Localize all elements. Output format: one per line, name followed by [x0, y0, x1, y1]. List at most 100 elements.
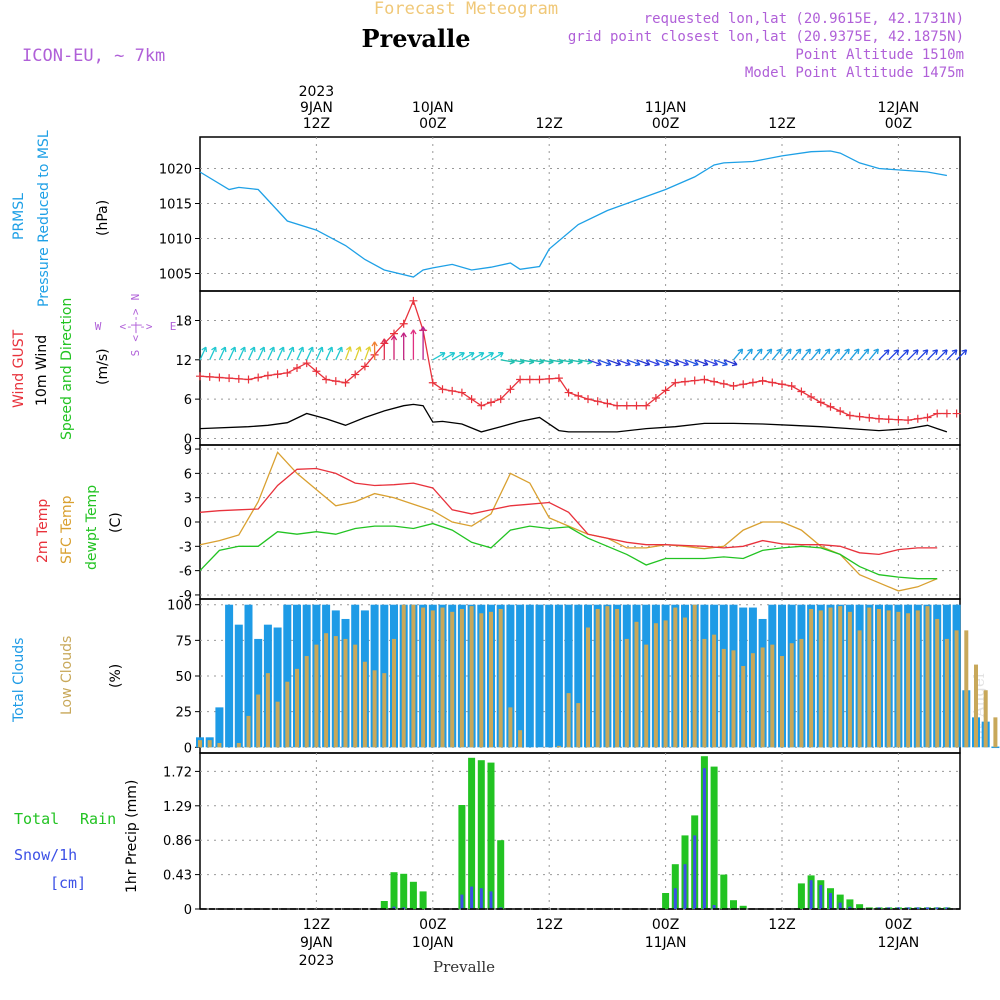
wind-arrowhead: [747, 348, 753, 355]
low-cloud-bar: [741, 666, 746, 748]
snow-bar: [392, 906, 396, 909]
sfc-temp-series: [199, 451, 938, 592]
gust-marker: [826, 402, 835, 411]
wind-arrowhead: [795, 348, 802, 355]
bottom-time-label: 00Z: [652, 917, 679, 933]
low-cloud-bar: [392, 638, 396, 748]
low-cloud-bar: [925, 606, 930, 748]
wind-arrow: [636, 359, 650, 366]
gust-marker: [554, 374, 563, 383]
snow-bar: [926, 907, 929, 909]
wind-arrow: [645, 359, 660, 366]
gust-marker: [865, 413, 874, 422]
y-tick-label: 12: [175, 354, 192, 369]
wind-arrow: [587, 359, 602, 366]
gust-marker: [855, 412, 864, 421]
gust-marker: [409, 296, 418, 305]
wind-arrow: [549, 359, 564, 363]
low-cloud-bar: [974, 664, 978, 748]
wind-arrow: [277, 346, 285, 361]
rain-bar: [400, 873, 408, 909]
snow-bar: [848, 906, 852, 909]
total-cloud-bar: [535, 604, 544, 748]
wind-arrow: [315, 346, 323, 361]
snow-bar: [712, 905, 716, 909]
wind-arrowhead: [722, 360, 728, 367]
top-time-label: 2023: [299, 84, 335, 100]
low-cloud-bar: [867, 607, 872, 748]
wind-arrow: [859, 348, 870, 361]
compass-e: E: [170, 320, 177, 333]
wind-arrow: [500, 359, 515, 363]
wind-arrow: [704, 359, 718, 366]
wind-arrow: [432, 352, 446, 361]
rain-bar: [477, 760, 485, 909]
rain-bar: [671, 864, 679, 909]
wind-arrowhead: [249, 346, 256, 353]
y-tick-label: -9: [179, 589, 192, 604]
low-cloud-bar: [576, 703, 581, 748]
y-tick-label: 0: [184, 741, 192, 756]
total-cloud-bar: [516, 604, 525, 748]
gust-marker: [797, 387, 806, 396]
rain-bar: [458, 805, 466, 909]
gust-marker: [535, 375, 544, 384]
snow-bar: [945, 907, 949, 909]
gust-marker: [904, 416, 913, 425]
low-cloud-bar: [198, 740, 202, 748]
pressure-series: [199, 150, 948, 278]
low-cloud-bar: [324, 633, 329, 748]
rain-bar: [856, 904, 864, 909]
wind-arrowhead: [230, 346, 237, 353]
low-cloud-bar: [450, 611, 455, 748]
low-cloud-bar: [983, 690, 988, 748]
wind-arrowhead: [634, 360, 641, 367]
low-cloud-bar: [954, 630, 959, 748]
low-cloud-bar: [508, 707, 513, 748]
wind-arrowhead: [756, 348, 763, 355]
low-cloud-bar: [595, 608, 600, 748]
wind-arrow: [335, 346, 343, 361]
gust-marker: [584, 395, 592, 404]
rain-bar: [797, 883, 805, 909]
gust-marker: [768, 378, 777, 387]
total-cloud-bar: [564, 604, 573, 748]
wind-arrow: [917, 349, 929, 361]
low-cloud-bar: [459, 608, 464, 748]
low-cloud-bar: [518, 730, 523, 748]
wind-arrow: [558, 359, 573, 363]
wind-arrowhead: [815, 348, 821, 355]
wind-unit: (m/s): [95, 348, 111, 385]
sfc-label: SFC Temp: [59, 495, 75, 564]
gust-marker: [778, 380, 786, 389]
wind-arrow: [471, 352, 485, 361]
wind-arrowhead: [381, 338, 388, 344]
wind-arrowhead: [702, 360, 709, 367]
low-cloud-bar: [847, 611, 852, 748]
gust-marker: [700, 375, 709, 384]
gust-marker: [739, 380, 748, 389]
low-cloud-bar: [673, 607, 678, 748]
bottom-time-label: 2023: [299, 953, 335, 969]
pressure-label-2: Pressure Reduced to MSL: [36, 130, 52, 307]
wind-arrowhead: [211, 346, 217, 353]
wind-arrow: [820, 348, 831, 361]
low-cloud-bar: [964, 630, 969, 748]
cloud-unit: (%): [108, 664, 124, 688]
wind-arrowhead: [605, 360, 612, 367]
wind-arrow: [597, 359, 612, 366]
snow-bar: [906, 907, 910, 909]
wind-arrowhead: [390, 335, 398, 341]
wind-arrow: [907, 349, 919, 361]
gust-marker: [399, 319, 408, 328]
compass-n: N: [129, 294, 142, 301]
low-cloud-bar: [857, 630, 862, 748]
gust-label: Wind GUST: [11, 329, 27, 408]
low-cloud-bar: [256, 694, 261, 748]
gust-marker: [913, 414, 922, 423]
snow-bar: [702, 768, 706, 909]
low-cloud-bar: [993, 717, 998, 748]
gust-marker: [545, 374, 554, 383]
wind-arrow: [480, 352, 494, 361]
low-cloud-bar: [799, 638, 804, 748]
